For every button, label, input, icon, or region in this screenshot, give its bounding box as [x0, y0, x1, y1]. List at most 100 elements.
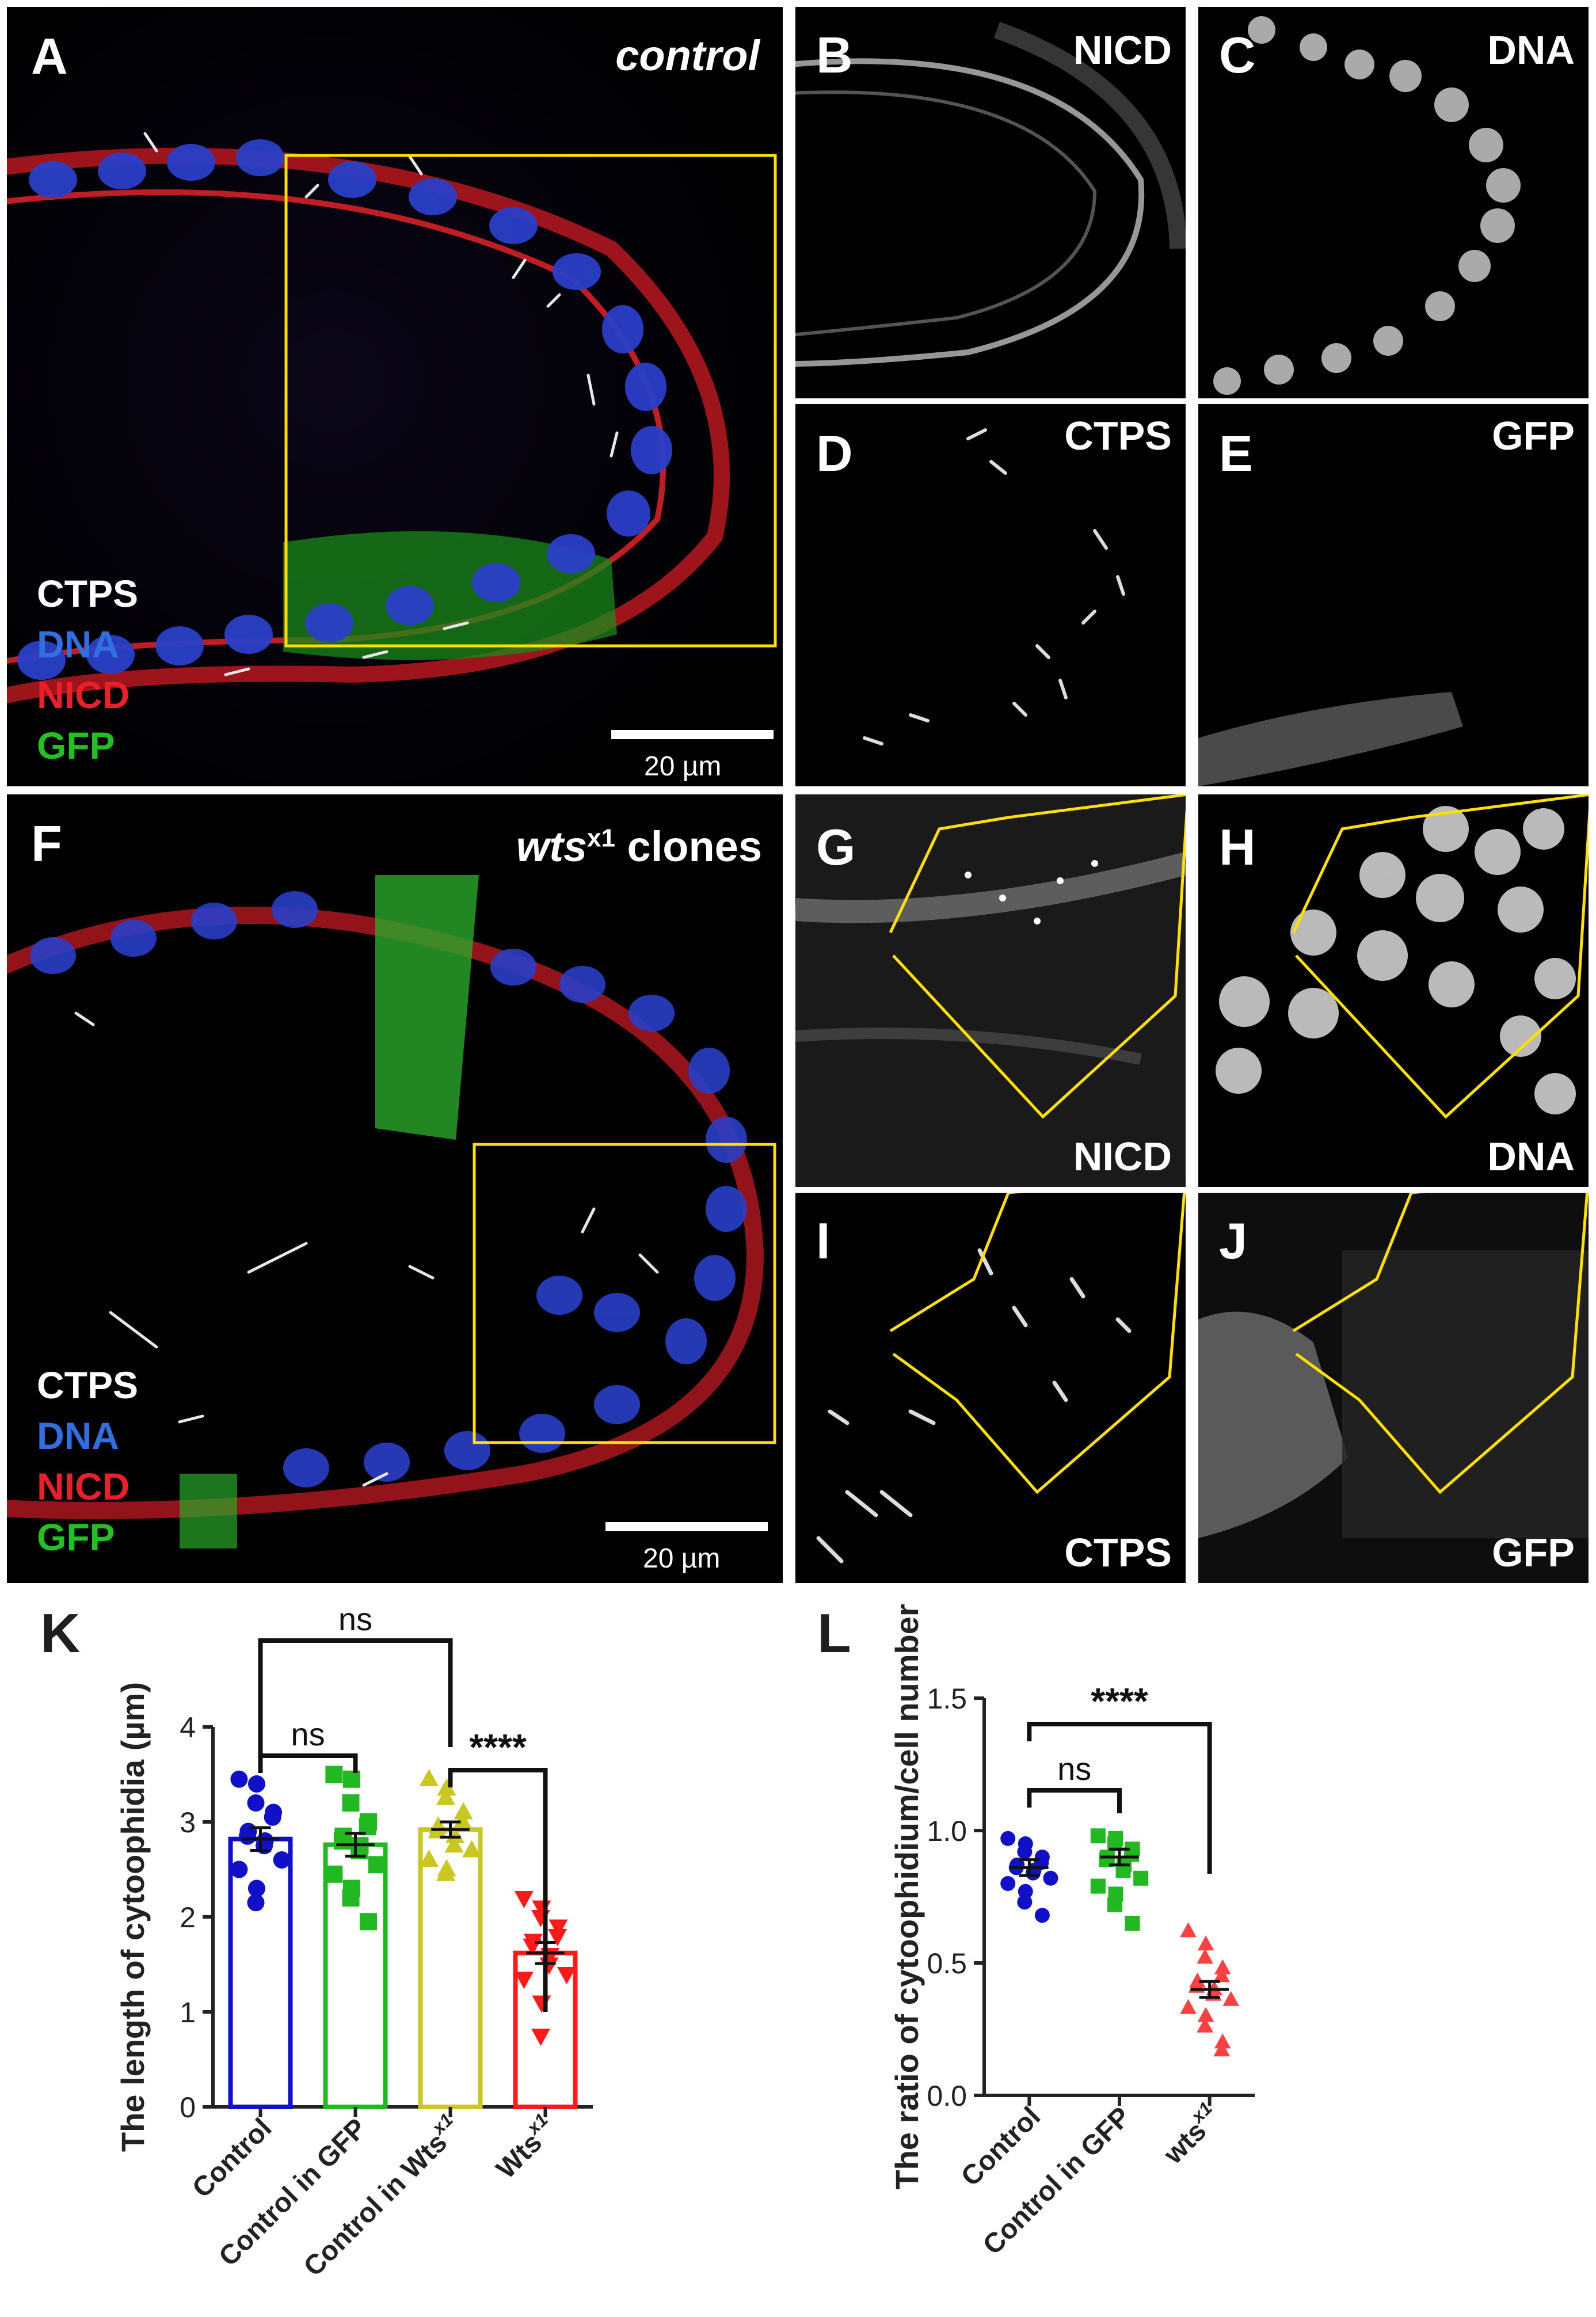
data-point — [548, 1929, 567, 1946]
data-point — [360, 1913, 378, 1931]
data-point — [1000, 1876, 1016, 1891]
y-axis-title: The length of cytoophidia (µm) — [115, 1682, 151, 2152]
y-tick-label: 0 — [180, 2091, 196, 2124]
data-point — [1034, 1908, 1050, 1923]
data-point — [1214, 2033, 1231, 2049]
legend-gfp: GFP — [37, 1516, 115, 1558]
legend-ctps: CTPS — [37, 572, 139, 615]
x-tick-label: Wtsx1 — [487, 2109, 562, 2185]
panel-f-scale-bar — [605, 1522, 768, 1531]
x-tick-label: Control in Wtsx1 — [294, 2109, 467, 2282]
data-point — [445, 1825, 464, 1843]
data-point — [539, 1957, 559, 1975]
data-point — [1017, 1844, 1033, 1859]
panel-b-channel-label: NICD — [1073, 28, 1172, 73]
panel-a-scale-label: 20 µm — [644, 751, 722, 782]
panel-l-letter: L — [817, 1603, 851, 1664]
y-axis-title: The ratio of cytoophidium/cell number — [889, 1604, 925, 2189]
panel-c-image — [1198, 7, 1589, 398]
data-point — [444, 1835, 464, 1853]
panel-d-letter: D — [816, 425, 853, 482]
panel-e-image — [1198, 404, 1589, 786]
data-point — [514, 1891, 534, 1908]
data-point — [437, 1778, 456, 1796]
panel-g-channel-label: NICD — [1073, 1134, 1172, 1179]
data-point — [1214, 1959, 1231, 1974]
data-point — [1197, 2007, 1214, 2022]
panel-h-channel-label: DNA — [1487, 1134, 1575, 1179]
significance-label: ns — [1057, 1751, 1091, 1787]
data-point — [273, 1851, 291, 1869]
data-point — [247, 1894, 265, 1912]
panel-c-letter: C — [1219, 26, 1256, 83]
data-point — [342, 1770, 360, 1788]
data-point — [1017, 1894, 1033, 1910]
panel-j-letter: J — [1219, 1212, 1247, 1269]
data-point — [230, 1770, 248, 1788]
data-point — [1197, 2017, 1213, 2033]
panel-k-letter: K — [40, 1603, 81, 1664]
significance-bracket — [1027, 1722, 1212, 1874]
data-point — [1197, 1935, 1214, 1951]
data-point — [247, 1775, 265, 1793]
data-point — [419, 1768, 439, 1786]
data-point — [342, 1794, 360, 1812]
panel-h-letter: H — [1219, 819, 1256, 876]
panel-b-letter: B — [816, 26, 853, 83]
legend-dna: DNA — [37, 623, 119, 665]
panel-a-channel-legend: CTPS DNA NICD GFP — [37, 568, 138, 771]
data-point — [1133, 1870, 1149, 1886]
y-tick-label: 2 — [180, 1901, 196, 1934]
panel-d-ctps: D CTPS — [795, 404, 1186, 786]
panel-a-image — [7, 7, 783, 786]
data-point — [342, 1889, 360, 1907]
legend-ctps: CTPS — [37, 1364, 139, 1406]
panel-j-gfp: J GFP — [1198, 1193, 1589, 1583]
data-point — [557, 1967, 577, 1984]
data-point — [531, 2029, 550, 2046]
data-point — [453, 1812, 473, 1829]
panel-i-letter: I — [816, 1212, 831, 1269]
data-point — [325, 1766, 343, 1783]
data-point — [247, 1794, 265, 1812]
panel-a-scale-bar — [611, 730, 774, 739]
data-point — [436, 1787, 455, 1805]
panel-f-title: wtsx1 clones — [516, 823, 762, 870]
legend-nicd: NICD — [37, 674, 130, 716]
panel-h-dna: H DNA — [1198, 794, 1589, 1187]
significance-label: **** — [469, 1726, 527, 1768]
panel-e-channel-label: GFP — [1492, 413, 1575, 458]
x-tick-label: Control — [186, 2113, 277, 2204]
y-tick-label: 1.0 — [927, 1815, 967, 1847]
panel-a-title: control — [615, 32, 760, 79]
significance-bracket — [258, 1638, 453, 1756]
significance-bracket — [1027, 1788, 1122, 1813]
data-point — [548, 1919, 568, 1937]
panel-e-gfp: E GFP — [1198, 404, 1589, 786]
significance-label: **** — [1091, 1680, 1148, 1722]
legend-dna: DNA — [37, 1414, 119, 1457]
y-tick-label: 0.0 — [927, 2080, 967, 2112]
data-point — [436, 1863, 455, 1881]
panel-f-merged-wts-clones: F wtsx1 clones CTPS DNA NICD GFP 20 µm — [7, 794, 783, 1583]
panel-b-image — [795, 7, 1186, 398]
panel-g-letter: G — [816, 819, 856, 876]
data-point — [1213, 2041, 1231, 2057]
data-point — [368, 1856, 386, 1874]
panel-a-merged-control: A control CTPS DNA NICD GFP 20 µm — [7, 7, 783, 786]
panel-c-dna: C DNA — [1198, 7, 1589, 398]
data-point — [230, 1861, 248, 1878]
data-point — [532, 1995, 551, 2013]
data-point — [419, 1850, 439, 1867]
panel-i-image — [795, 1193, 1186, 1583]
data-point — [1197, 1949, 1213, 1964]
data-point — [454, 1802, 473, 1820]
panel-f-channel-legend: CTPS DNA NICD GFP — [37, 1360, 138, 1562]
data-point — [1090, 1878, 1106, 1894]
data-point — [1000, 1831, 1016, 1846]
significance-bracket — [448, 1768, 548, 2012]
panel-d-channel-label: CTPS — [1064, 413, 1172, 458]
significance-label: ns — [338, 1601, 372, 1637]
data-point — [1222, 1991, 1240, 2006]
